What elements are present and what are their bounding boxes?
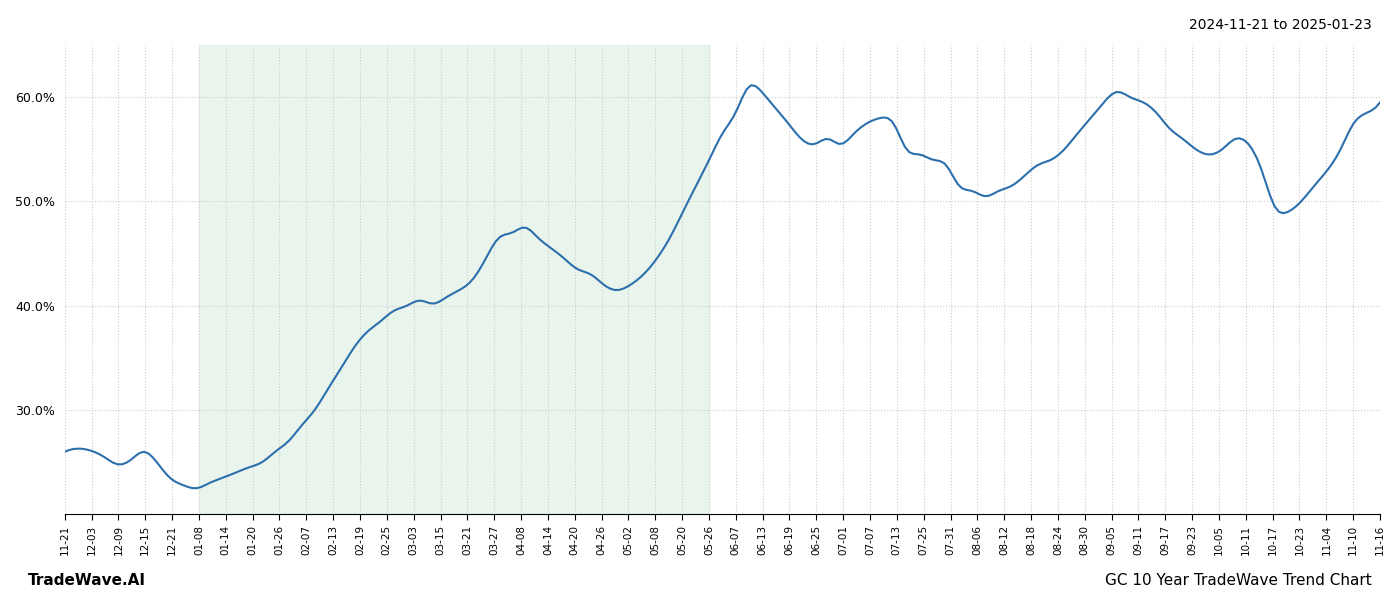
Bar [199, 45, 708, 514]
Text: GC 10 Year TradeWave Trend Chart: GC 10 Year TradeWave Trend Chart [1105, 573, 1372, 588]
Text: TradeWave.AI: TradeWave.AI [28, 573, 146, 588]
Text: 2024-11-21 to 2025-01-23: 2024-11-21 to 2025-01-23 [1189, 18, 1372, 32]
